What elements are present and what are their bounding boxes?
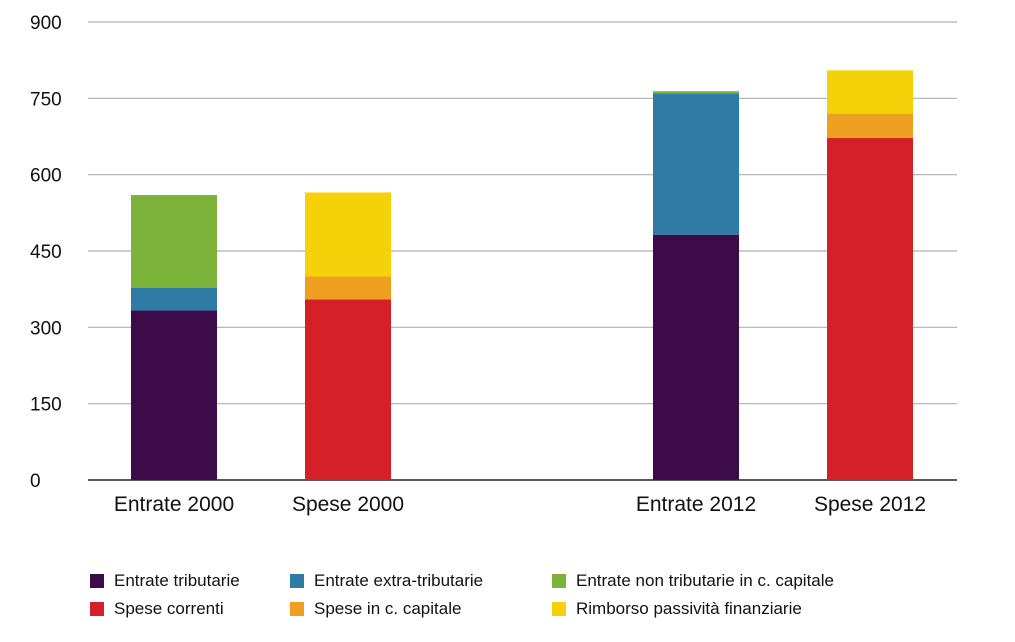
bar-segment: [131, 195, 217, 288]
x-axis-category-labels: Entrate 2000 Spese 2000 Entrate 2012 Spese …: [114, 493, 926, 516]
bar-segment: [305, 299, 391, 480]
bar-segment: [827, 70, 913, 114]
legend-label: Spese in c. capitale: [314, 599, 462, 618]
legend-label: Rimborso passività finanziarie: [576, 599, 802, 618]
legend-swatch: [552, 574, 566, 588]
bar-segment: [827, 138, 913, 480]
legend: Entrate tributarie Entrate extra-tributa…: [90, 570, 970, 620]
y-tick-label: 150: [30, 395, 62, 416]
y-axis-tick-labels: 0 150 300 450 600 750 900: [30, 13, 62, 492]
legend-swatch: [90, 574, 104, 588]
legend-swatch: [290, 574, 304, 588]
stacked-bar-chart: 0 150 300 450 600 750 900 Entrate 2000 Spese 20…: [30, 13, 957, 516]
y-tick-label: 0: [30, 471, 41, 492]
legend-label: Spese correnti: [114, 599, 224, 618]
legend-label: Entrate tributarie: [114, 571, 240, 590]
legend-swatch: [290, 602, 304, 616]
bar-segment: [653, 234, 739, 480]
y-tick-label: 600: [30, 166, 62, 187]
bars: [131, 70, 913, 480]
bar-segment: [305, 276, 391, 300]
y-tick-label: 300: [30, 318, 62, 339]
bar-segment: [131, 287, 217, 311]
legend-swatch: [90, 602, 104, 616]
gridlines: [88, 21, 957, 481]
legend-item-spese-correnti: Spese correnti: [90, 598, 290, 620]
legend-item-spese-in-c-capitale: Spese in c. capitale: [290, 598, 552, 620]
y-tick-label: 900: [30, 13, 62, 34]
category-label: Entrate 2012: [636, 493, 756, 516]
legend-item-rimborso-passivita: Rimborso passività finanziarie: [552, 598, 892, 620]
legend-label: Entrate non tributarie in c. capitale: [576, 571, 834, 590]
category-label: Spese 2012: [814, 493, 926, 516]
bar-segment: [653, 91, 739, 94]
legend-item-entrate-tributarie: Entrate tributarie: [90, 570, 290, 592]
bar-segment: [653, 93, 739, 235]
bar-segment: [305, 192, 391, 277]
legend-swatch: [552, 602, 566, 616]
legend-item-entrate-non-tributarie: Entrate non tributarie in c. capitale: [552, 570, 892, 592]
legend-item-entrate-extra-tributarie: Entrate extra-tributarie: [290, 570, 552, 592]
y-tick-label: 750: [30, 89, 62, 110]
legend-label: Entrate extra-tributarie: [314, 571, 484, 590]
bar-segment: [131, 310, 217, 480]
category-label: Entrate 2000: [114, 493, 234, 516]
category-label: Spese 2000: [292, 493, 404, 516]
bar-segment: [827, 113, 913, 139]
y-tick-label: 450: [30, 242, 62, 263]
